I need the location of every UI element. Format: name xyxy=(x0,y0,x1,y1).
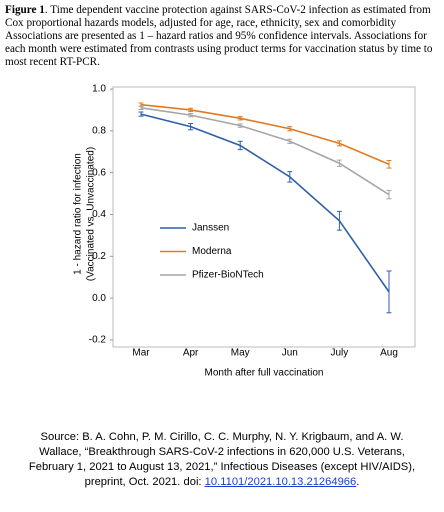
caption-text: . Time dependent vaccine protection agai… xyxy=(5,4,433,68)
y-tick-label: 0.8 xyxy=(92,125,106,136)
doi-link[interactable]: 10.1101/2021.10.13.21264966 xyxy=(204,476,357,488)
source-end: . xyxy=(356,476,360,488)
error-bar xyxy=(188,107,194,113)
series-line xyxy=(140,107,390,196)
y-tick-label: 0.6 xyxy=(92,167,106,178)
legend-label: Janssen xyxy=(192,223,229,234)
error-bar xyxy=(386,189,392,200)
x-tick-label: May xyxy=(231,348,250,359)
error-bar xyxy=(336,140,342,147)
error-bar xyxy=(336,159,342,167)
y-tick-label: 0.0 xyxy=(92,293,106,304)
error-bar xyxy=(287,126,293,132)
source-text: Source: B. A. Cohn, P. M. Cirillo, C. C.… xyxy=(28,431,416,488)
error-bar xyxy=(287,171,293,183)
x-tick-label: Mar xyxy=(132,348,150,359)
y-axis-label: 1 - hazard ratio for infection xyxy=(73,153,84,275)
error-bar xyxy=(386,270,392,314)
error-bar xyxy=(138,111,144,117)
error-bar xyxy=(336,210,342,231)
plot-frame xyxy=(112,86,416,348)
error-bar xyxy=(188,123,194,131)
error-bar xyxy=(386,160,392,169)
error-bar xyxy=(237,123,243,128)
error-bar xyxy=(138,105,144,110)
x-tick-label: July xyxy=(331,348,349,359)
y-tick-label: 0.2 xyxy=(92,251,106,262)
y-axis-label: (Vaccinated vs. Unvaccinated) xyxy=(86,147,97,281)
caption: Figure 1. Time dependent vaccine protect… xyxy=(5,4,439,69)
y-tick-label: -0.2 xyxy=(89,335,107,346)
y-tick-label: 0.4 xyxy=(92,209,106,220)
x-tick-label: Jun xyxy=(282,348,298,359)
series-line xyxy=(140,103,390,166)
error-bar xyxy=(188,112,194,118)
error-bar xyxy=(237,116,243,121)
error-bar xyxy=(287,138,293,144)
x-tick-label: Apr xyxy=(183,348,199,359)
x-axis-label: Month after full vaccination xyxy=(205,368,324,379)
legend-label: Moderna xyxy=(192,246,232,257)
caption-label: Figure 1 xyxy=(5,4,45,16)
error-bar xyxy=(237,140,243,151)
source: Source: B. A. Cohn, P. M. Cirillo, C. C.… xyxy=(18,430,426,490)
x-tick-label: Aug xyxy=(380,348,398,359)
series-line xyxy=(140,113,390,293)
y-tick-label: 1.0 xyxy=(92,84,106,95)
legend-label: Pfizer-BioNTech xyxy=(192,270,264,281)
